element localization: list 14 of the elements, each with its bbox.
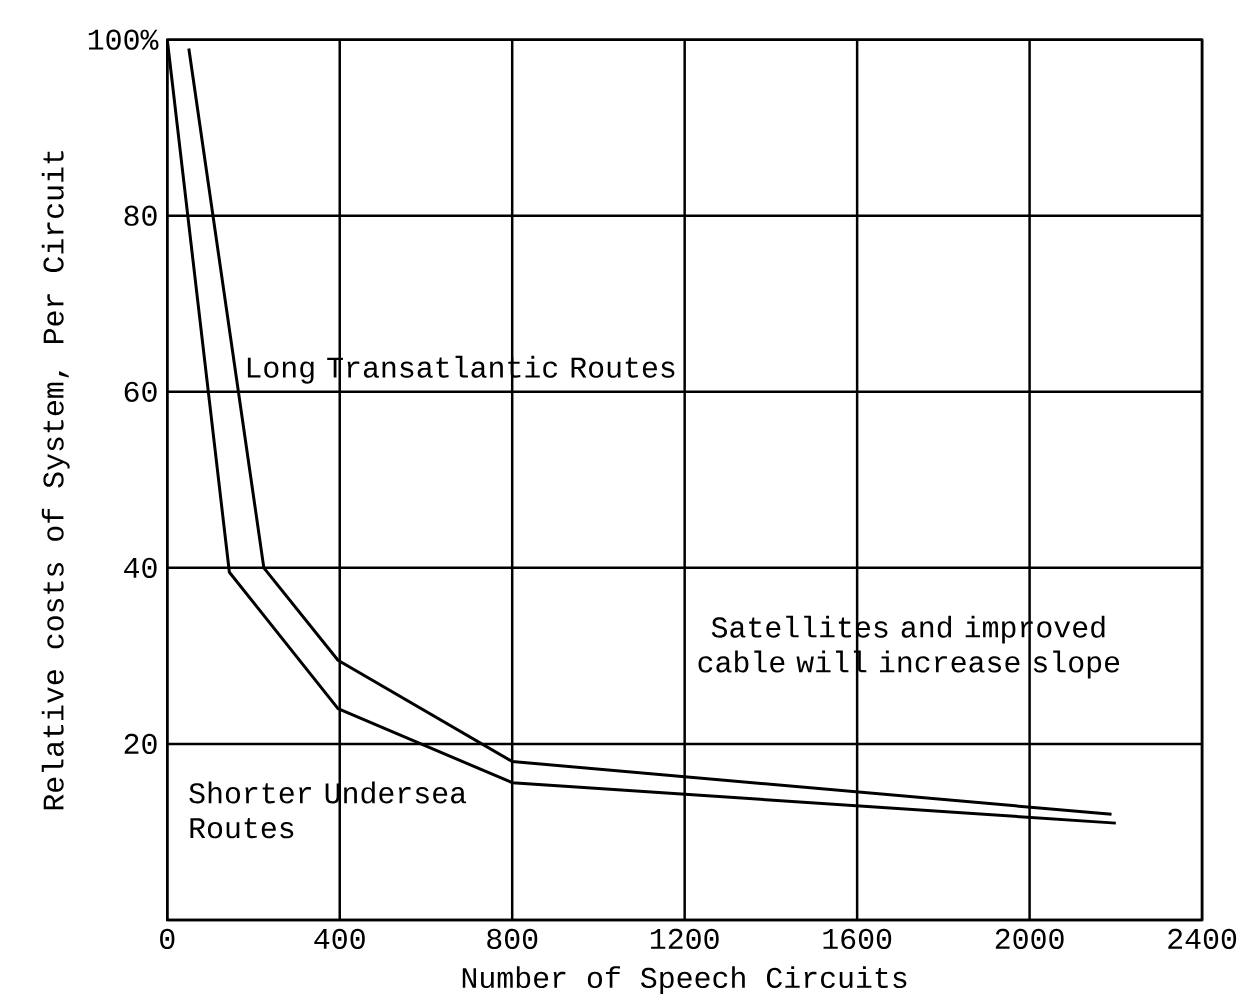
x-tick-label: 1200: [650, 928, 719, 949]
x-tick-label: 1600: [823, 928, 892, 949]
y-tick-label: 60: [124, 381, 157, 402]
x-tick-label: 400: [314, 928, 365, 949]
y-tick-label: 20: [124, 733, 157, 754]
y-axis-title: Relative costs of System, Per Circuit: [41, 151, 70, 810]
x-tick-label: 0: [160, 928, 175, 949]
y-tick-label: 100%: [88, 29, 159, 50]
x-tick-label: 2400: [1168, 928, 1237, 949]
y-tick-label: 80: [124, 205, 157, 226]
x-axis-title: Number of Speech Circuits: [462, 966, 907, 994]
x-tick-label: 800: [487, 928, 538, 949]
x-tick-label: 2000: [995, 928, 1064, 949]
y-tick-label: 40: [124, 557, 157, 578]
